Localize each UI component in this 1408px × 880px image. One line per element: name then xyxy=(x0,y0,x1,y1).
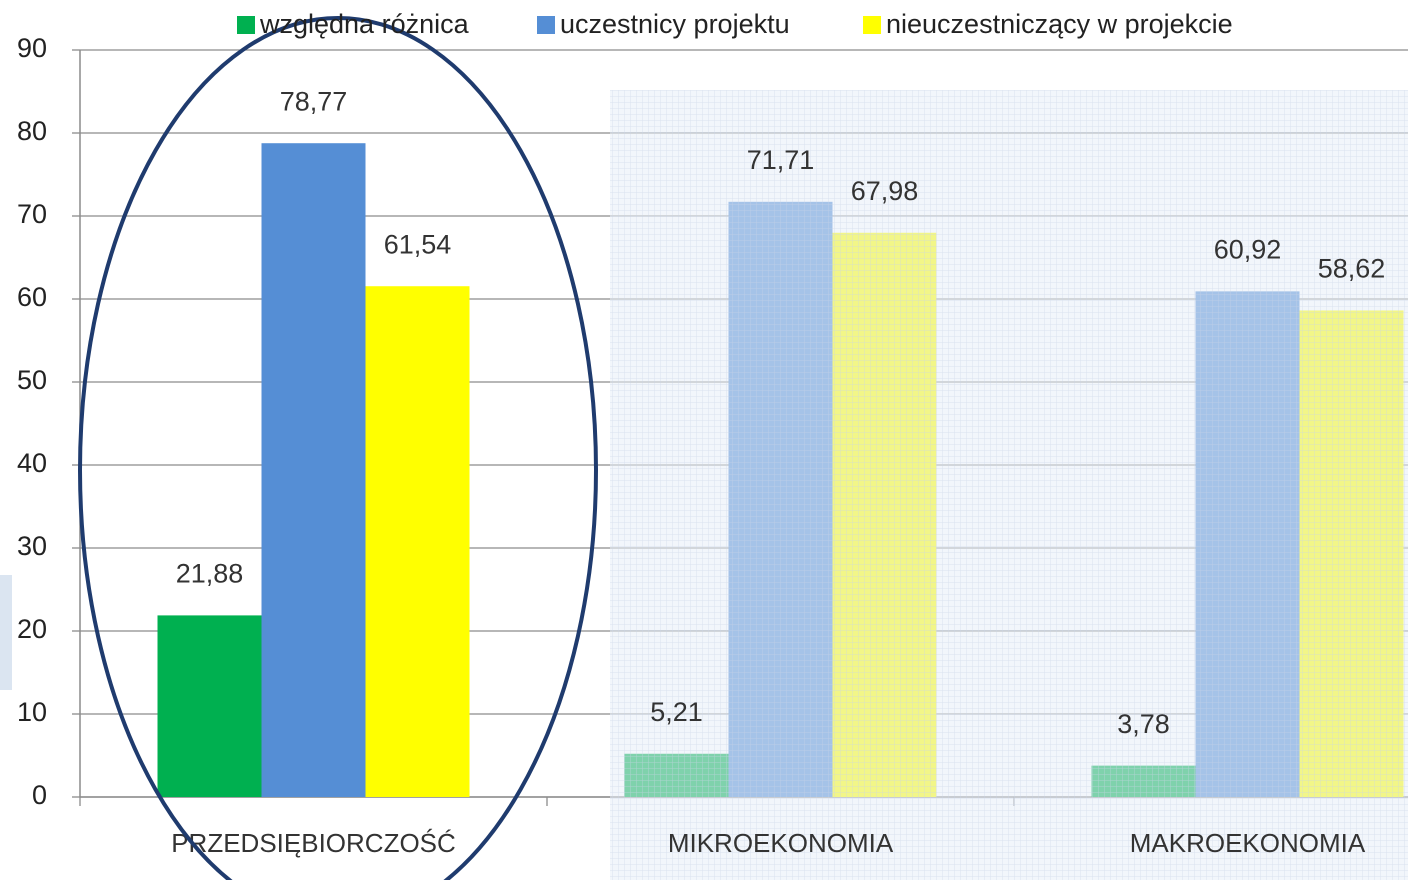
data-label: 71,71 xyxy=(747,145,815,175)
x-tick-label: MIKROEKONOMIA xyxy=(668,828,894,858)
legend-label: względna różnica xyxy=(259,9,470,39)
x-tick-label: PRZEDSIĘBIORCZOŚĆ xyxy=(171,828,456,858)
y-tick-label: 50 xyxy=(17,365,47,395)
y-tick-label: 20 xyxy=(17,614,47,644)
x-tick-label: MAKROEKONOMIA xyxy=(1130,828,1366,858)
side-decoration xyxy=(0,575,12,690)
data-label: 67,98 xyxy=(851,176,919,206)
legend-swatch xyxy=(863,16,881,34)
y-tick-label: 70 xyxy=(17,199,47,229)
legend-label: uczestnicy projektu xyxy=(560,9,790,39)
y-tick-label: 80 xyxy=(17,116,47,146)
legend-swatch xyxy=(237,16,255,34)
legend-label: nieuczestniczący w projekcie xyxy=(886,9,1233,39)
data-label: 21,88 xyxy=(176,559,244,589)
data-label: 3,78 xyxy=(1117,709,1170,739)
data-label: 5,21 xyxy=(650,697,703,727)
bar xyxy=(157,615,262,797)
highlight-panel xyxy=(610,90,1408,880)
y-tick-label: 40 xyxy=(17,448,47,478)
legend-swatch xyxy=(537,16,555,34)
y-tick-label: 0 xyxy=(32,780,47,810)
bar xyxy=(365,286,470,797)
data-label: 78,77 xyxy=(280,86,348,116)
data-label: 58,62 xyxy=(1318,254,1386,284)
y-tick-label: 90 xyxy=(17,33,47,63)
y-tick-label: 10 xyxy=(17,697,47,727)
data-label: 60,92 xyxy=(1214,234,1282,264)
legend: względna różnica uczestnicy projektu nieuc… xyxy=(237,9,1233,39)
bar xyxy=(261,143,366,798)
labels: 0 10 20 30 40 50 60 70 80 90 PRZEDSIĘBIORCZOŚĆ 21,8… xyxy=(17,33,1385,858)
data-label: 61,54 xyxy=(384,229,452,259)
y-tick-label: 60 xyxy=(17,282,47,312)
y-tick-label: 30 xyxy=(17,531,47,561)
highlight-ellipse xyxy=(78,16,598,880)
